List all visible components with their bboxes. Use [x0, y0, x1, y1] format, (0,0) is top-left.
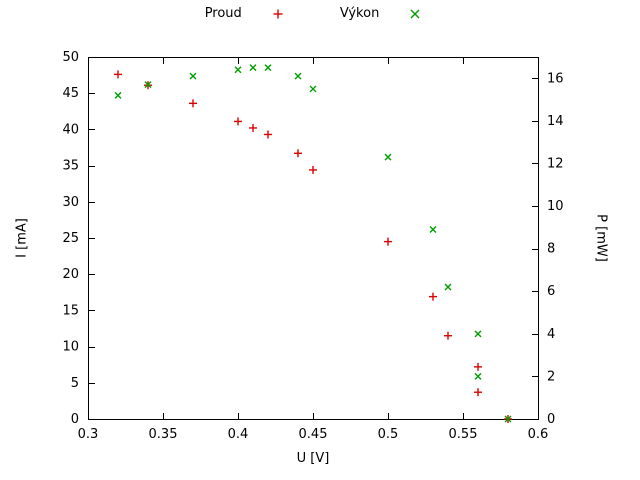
x-tick-label: 0.3 [78, 427, 99, 442]
cross-marker-icon [410, 9, 420, 18]
y-right-tick-label: 10 [547, 199, 564, 214]
y-left-tick-label: 50 [62, 50, 79, 65]
x-tick-label: 0.6 [528, 427, 549, 442]
x-tick-label: 0.5 [378, 427, 399, 442]
y-left-tick-label: 0 [71, 412, 79, 427]
y-right-tick-label: 0 [547, 412, 555, 427]
y-left-tick-label: 40 [62, 122, 79, 137]
y-right-tick-label: 2 [547, 369, 555, 384]
legend-item-proud: Proud [205, 6, 284, 21]
y-right-tick-label: 14 [547, 114, 564, 129]
plot-border [88, 57, 539, 420]
y-left-tick-label: 15 [62, 303, 79, 318]
y-left-tick-label: 35 [62, 159, 79, 174]
y-left-tick-label: 10 [62, 340, 79, 355]
y-left-tick-label: 30 [62, 195, 79, 210]
y-left-tick-label: 45 [62, 86, 79, 101]
y-right-tick-label: 6 [547, 284, 555, 299]
y-right-tick-label: 16 [547, 71, 564, 86]
plus-marker-icon [273, 9, 283, 18]
legend-label-vykon: Výkon [339, 6, 380, 21]
x-tick-label: 0.45 [299, 427, 328, 442]
series-points-cross [114, 64, 512, 423]
y-right-tick-label: 4 [547, 327, 555, 342]
y-right-tick-label: 8 [547, 242, 555, 257]
series-points-plus [114, 70, 512, 423]
y-right-tick-label: 12 [547, 156, 564, 171]
y-axis-title-left: I [mA] [14, 218, 30, 258]
x-tick-label: 0.4 [228, 427, 249, 442]
x-axis-title: U [V] [296, 451, 330, 466]
legend-label-proud: Proud [204, 6, 242, 21]
x-tick-label: 0.55 [449, 427, 478, 442]
y-axis-title-right: P [mW] [593, 214, 609, 262]
y-left-tick-label: 5 [71, 376, 79, 391]
chart-legend: Proud Výkon [88, 6, 538, 21]
y-left-tick-label: 25 [62, 231, 79, 246]
x-tick-label: 0.35 [149, 427, 178, 442]
y-left-tick-label: 20 [62, 267, 79, 282]
legend-item-vykon: Výkon [340, 6, 422, 21]
